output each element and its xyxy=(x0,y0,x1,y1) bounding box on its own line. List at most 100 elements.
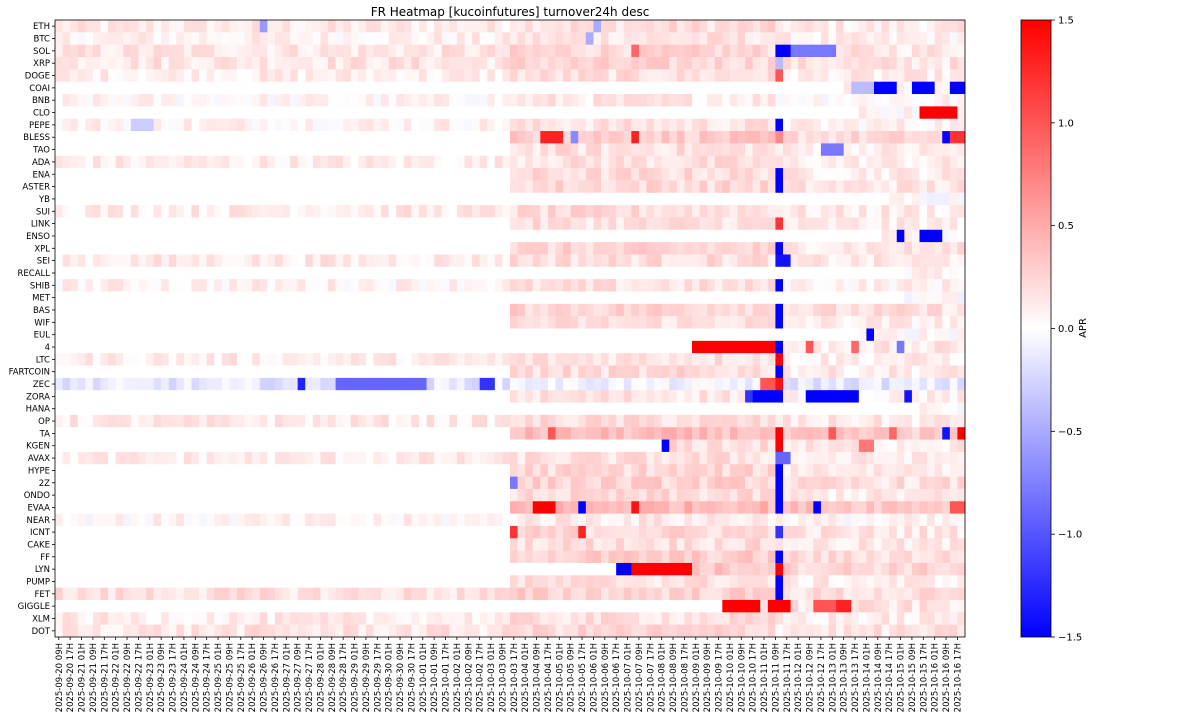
heatmap-cell xyxy=(138,44,147,58)
heatmap-cell xyxy=(881,501,890,514)
heatmap-cell xyxy=(919,414,928,428)
heatmap-cell xyxy=(161,365,170,379)
heatmap-cell xyxy=(661,44,670,58)
heatmap-cell xyxy=(866,414,875,428)
heatmap-cell xyxy=(669,217,678,231)
heatmap-cell xyxy=(578,488,587,502)
heatmap-cell xyxy=(752,205,761,218)
heatmap-cell xyxy=(638,390,647,403)
heatmap-cell xyxy=(411,217,420,231)
heatmap-cell xyxy=(320,266,329,280)
heatmap-cell xyxy=(312,279,321,292)
heatmap-cell xyxy=(381,279,390,292)
heatmap-cell xyxy=(517,390,526,403)
heatmap-cell xyxy=(472,402,481,416)
heatmap-cell xyxy=(707,390,716,403)
heatmap-cell xyxy=(494,414,503,428)
heatmap-cell xyxy=(608,205,617,218)
heatmap-cell xyxy=(237,390,245,403)
heatmap-cell xyxy=(585,44,594,58)
heatmap-cell xyxy=(510,464,518,477)
heatmap-cell xyxy=(866,242,875,255)
heatmap-cell xyxy=(411,266,420,280)
heatmap-cell xyxy=(282,402,291,416)
heatmap-cell xyxy=(479,427,488,440)
heatmap-cell xyxy=(388,192,397,206)
heatmap-cell xyxy=(70,20,79,33)
heatmap-cell xyxy=(707,57,716,70)
heatmap-cell xyxy=(820,168,829,181)
heatmap-cell xyxy=(601,328,609,342)
heatmap-cell xyxy=(244,131,253,144)
heatmap-cell xyxy=(654,451,663,465)
heatmap-cell xyxy=(108,365,117,379)
heatmap-cell xyxy=(707,365,716,379)
heatmap-cell xyxy=(335,513,344,527)
heatmap-cell xyxy=(745,377,754,391)
heatmap-cell xyxy=(828,279,837,292)
heatmap-cell xyxy=(456,229,465,243)
heatmap-cell xyxy=(396,155,405,169)
heatmap-cell xyxy=(654,168,663,181)
heatmap-cell xyxy=(221,365,230,379)
heatmap-cell xyxy=(578,365,587,379)
heatmap-cell xyxy=(851,353,860,366)
heatmap-cell xyxy=(365,439,374,453)
heatmap-cell xyxy=(684,168,693,181)
heatmap-cell xyxy=(525,57,534,70)
heatmap-cell xyxy=(517,20,526,33)
heatmap-cell xyxy=(92,168,101,181)
heatmap-cell xyxy=(623,155,632,169)
heatmap-cell xyxy=(502,427,511,440)
heatmap-cell xyxy=(502,242,511,255)
heatmap-cell xyxy=(934,168,943,181)
heatmap-cell xyxy=(479,476,488,490)
heatmap-cell xyxy=(214,180,223,194)
heatmap-cell xyxy=(767,20,776,33)
heatmap-cell xyxy=(843,464,852,477)
heatmap-cell xyxy=(517,155,526,169)
heatmap-cell xyxy=(320,242,329,255)
heatmap-cell xyxy=(55,254,63,268)
heatmap-cell xyxy=(312,303,321,317)
heatmap-cell xyxy=(115,340,124,354)
heatmap-cell xyxy=(55,180,63,194)
heatmap-cell xyxy=(820,180,829,194)
heatmap-cell xyxy=(403,143,412,157)
heatmap-cell xyxy=(92,94,101,107)
heatmap-cell xyxy=(654,365,663,379)
heatmap-cell xyxy=(229,316,238,329)
heatmap-cell xyxy=(487,365,496,379)
heatmap-cell xyxy=(419,377,427,391)
heatmap-cell xyxy=(237,488,245,502)
heatmap-cell xyxy=(411,94,420,107)
heatmap-cell xyxy=(396,464,405,477)
heatmap-cell xyxy=(312,118,321,132)
heatmap-cell xyxy=(305,402,314,416)
heatmap-cell xyxy=(312,155,321,169)
heatmap-cell xyxy=(138,316,147,329)
heatmap-cell xyxy=(55,501,63,514)
heatmap-cell xyxy=(115,69,124,83)
heatmap-cell xyxy=(183,229,192,243)
heatmap-cell xyxy=(381,168,390,181)
heatmap-cell xyxy=(267,192,276,206)
heatmap-cell xyxy=(282,414,291,428)
heatmap-cell xyxy=(714,20,723,33)
heatmap-cell xyxy=(70,57,79,70)
heatmap-cell xyxy=(320,44,329,58)
heatmap-cell xyxy=(434,365,443,379)
heatmap-cell xyxy=(851,340,860,354)
heatmap-cell xyxy=(949,106,958,120)
heatmap-cell xyxy=(601,44,609,58)
heatmap-cell xyxy=(828,254,837,268)
heatmap-cell xyxy=(350,451,359,465)
heatmap-cell xyxy=(305,279,314,292)
heatmap-cell xyxy=(183,451,192,465)
heatmap-cell xyxy=(168,303,177,317)
heatmap-cell xyxy=(487,254,496,268)
heatmap-cell xyxy=(608,32,617,46)
heatmap-cell xyxy=(805,57,814,70)
heatmap-cell xyxy=(214,155,223,169)
heatmap-cell xyxy=(62,279,71,292)
